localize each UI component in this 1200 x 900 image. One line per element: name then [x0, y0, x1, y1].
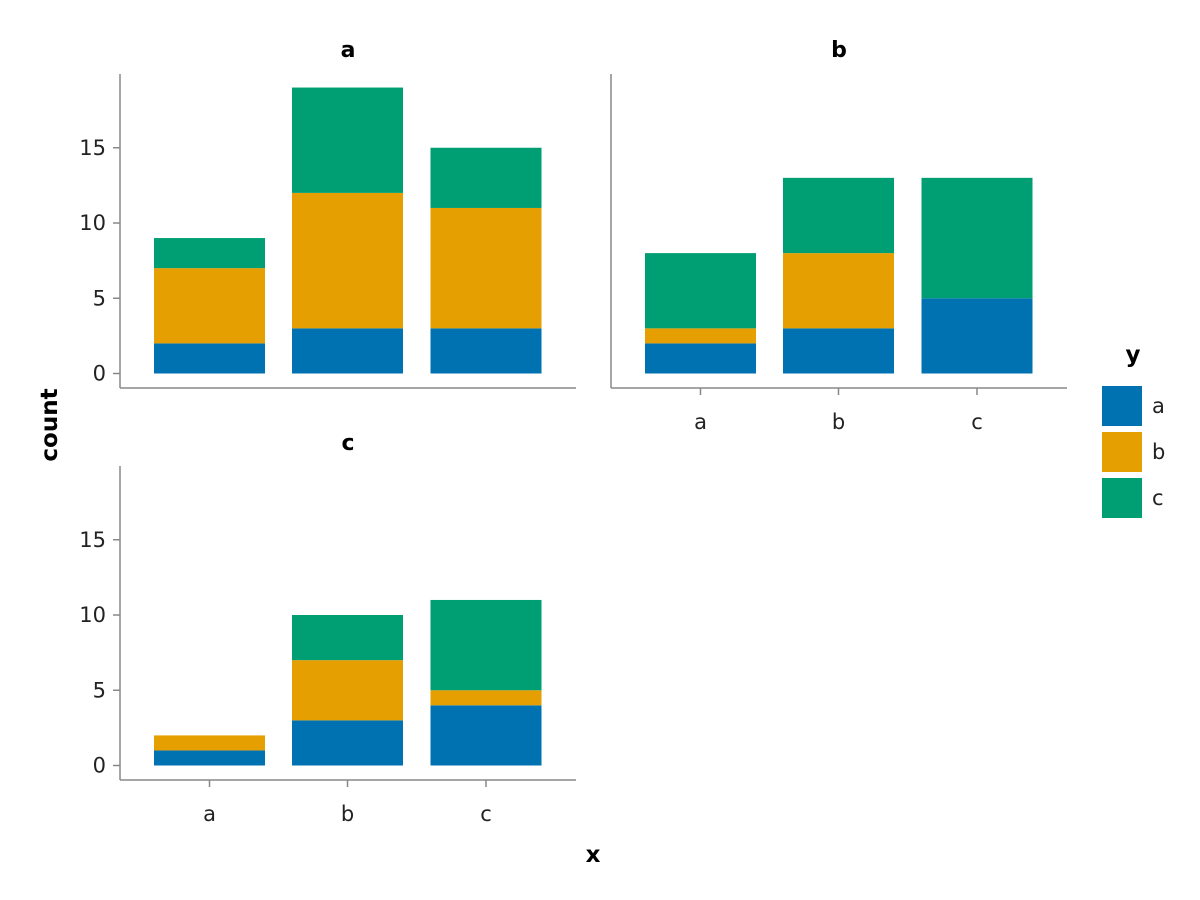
x-tick-label: b: [341, 802, 354, 826]
y-tick-label: 0: [93, 362, 106, 386]
legend-title: y: [1126, 342, 1141, 368]
legend-swatch-a: [1102, 386, 1142, 426]
bar-segment-a-xc-b: [292, 720, 403, 766]
legend-swatch-b: [1102, 432, 1142, 472]
bar-segment-b-xa-a: [154, 268, 265, 344]
bar-segment-c-xa-c: [430, 147, 542, 208]
bar-segment-c-xc-c: [430, 599, 542, 691]
bar-segment-a-xb-a: [645, 343, 756, 374]
x-tick-label: a: [694, 410, 707, 434]
bar-segment-c-xc-b: [292, 615, 403, 661]
x-axis-title: x: [586, 842, 601, 868]
y-tick-label: 15: [79, 528, 106, 552]
y-tick-label: 15: [79, 136, 106, 160]
bar-segment-a-xa-c: [430, 328, 542, 374]
legend-swatch-c: [1102, 478, 1142, 518]
bar-segment-a-xc-c: [430, 705, 542, 766]
bar-segment-a-xb-c: [921, 298, 1033, 374]
x-tick-label: c: [480, 802, 492, 826]
bar-segment-c-xb-c: [921, 177, 1033, 299]
panel-title: a: [341, 38, 356, 63]
bar-segment-b-xc-b: [292, 660, 403, 721]
panel-title: c: [341, 431, 354, 456]
legend-label-c: c: [1152, 486, 1164, 510]
y-tick-label: 10: [79, 211, 106, 235]
bar-segment-b-xc-a: [154, 735, 265, 751]
bar-segment-a-xa-a: [154, 343, 265, 374]
x-tick-label: c: [971, 410, 983, 434]
bar-segment-c-xb-a: [645, 253, 756, 329]
panels-layer: a 0 5 10 15 b a b c c 0 5 10 15 a b c: [79, 38, 1067, 826]
y-axis-title: count: [37, 388, 63, 461]
panel-title: b: [831, 38, 847, 63]
bar-segment-a-xc-a: [154, 750, 265, 766]
y-tick-label: 0: [93, 754, 106, 778]
x-tick-label: b: [832, 410, 845, 434]
bar-segment-b-xc-c: [430, 690, 542, 706]
bar-segment-c-xa-b: [292, 87, 403, 193]
panel-a: a 0 5 10 15: [79, 38, 576, 389]
bar-segment-b-xb-b: [783, 253, 894, 329]
panel-b: b a b c: [610, 38, 1067, 434]
bar-segment-c-xa-a: [154, 238, 265, 269]
legend-label-a: a: [1152, 394, 1165, 418]
bar-segment-a-xa-b: [292, 328, 403, 374]
y-tick-label: 10: [79, 603, 106, 627]
legend: y abc: [1102, 342, 1165, 518]
x-tick-label: a: [203, 802, 216, 826]
bar-segment-c-xb-b: [783, 177, 894, 254]
panel-c: c 0 5 10 15 a b c: [79, 431, 576, 826]
bar-segment-b-xb-a: [645, 328, 756, 344]
legend-label-b: b: [1152, 440, 1165, 464]
bar-segment-b-xa-c: [430, 207, 542, 329]
y-tick-label: 5: [93, 286, 106, 310]
bar-segment-a-xb-b: [783, 328, 894, 374]
bar-segment-b-xa-b: [292, 192, 403, 329]
y-tick-label: 5: [93, 678, 106, 702]
